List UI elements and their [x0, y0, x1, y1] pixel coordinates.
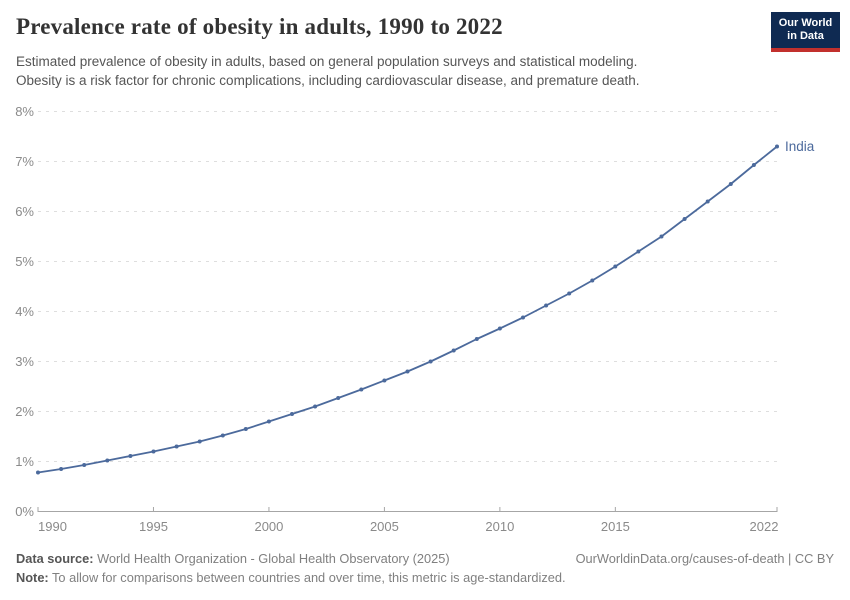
data-point-india-2000[interactable] — [266, 419, 271, 424]
data-point-india-1994[interactable] — [128, 454, 133, 458]
data-point-india-1996[interactable] — [174, 444, 179, 449]
data-point-india-1992[interactable] — [82, 463, 87, 467]
data-source-value: World Health Organization - Global Healt… — [93, 551, 450, 566]
chart-subtitle: Estimated prevalence of obesity in adult… — [16, 52, 640, 90]
x-tick-label-2015: 2015 — [601, 519, 630, 534]
data-point-india-1999[interactable] — [243, 427, 248, 431]
y-tick-label-7pct: 7% — [15, 154, 34, 169]
data-point-india-2004[interactable] — [359, 387, 364, 392]
y-tick-label-2pct: 2% — [15, 404, 34, 419]
y-tick-label-0pct: 0% — [15, 504, 34, 519]
data-source-label: Data source: — [16, 551, 94, 566]
x-tick-label-1995: 1995 — [139, 519, 168, 534]
data-point-india-1997[interactable] — [197, 439, 202, 444]
x-tick-label-2010: 2010 — [485, 519, 514, 534]
data-point-india-2015[interactable] — [613, 264, 618, 269]
data-source-text: Data source: World Health Organization -… — [16, 549, 450, 568]
data-point-india-2021[interactable] — [751, 163, 756, 167]
data-point-india-2012[interactable] — [544, 303, 549, 308]
data-point-india-2017[interactable] — [659, 234, 664, 239]
data-point-india-2016[interactable] — [636, 249, 641, 254]
data-point-india-1995[interactable] — [151, 449, 156, 454]
x-tick-label-2022: 2022 — [750, 519, 779, 534]
note-value: To allow for comparisons between countri… — [48, 570, 566, 585]
footer-row-datasource: Data source: World Health Organization -… — [16, 549, 834, 568]
data-point-india-2022[interactable] — [775, 144, 779, 149]
x-tick-label-2000: 2000 — [254, 519, 283, 534]
y-tick-label-8pct: 8% — [15, 104, 34, 119]
series-line-india[interactable] — [37, 145, 778, 474]
data-point-india-2019[interactable] — [705, 199, 710, 204]
data-point-india-2006[interactable] — [405, 369, 410, 374]
chart-footer: Data source: World Health Organization -… — [16, 549, 834, 587]
page-title: Prevalence rate of obesity in adults, 19… — [16, 14, 503, 39]
data-point-india-2002[interactable] — [313, 404, 318, 409]
data-point-india-1990[interactable] — [36, 470, 40, 475]
data-point-india-1991[interactable] — [59, 467, 64, 471]
chart-subtitle-line1: Estimated prevalence of obesity in adult… — [16, 54, 638, 69]
x-tick-label-2005: 2005 — [370, 519, 399, 534]
line-chart[interactable]: 0% 1% 2% 3% 4% 5% 6% 7% 8% 1990 1995 2000 2005 2010 20… — [0, 0, 850, 545]
data-point-india-2008[interactable] — [451, 348, 456, 353]
y-tick-label-6pct: 6% — [15, 204, 34, 219]
data-point-india-2013[interactable] — [567, 291, 572, 296]
data-point-india-2011[interactable] — [521, 315, 525, 320]
data-point-india-1998[interactable] — [220, 433, 225, 438]
y-tick-label-3pct: 3% — [15, 354, 34, 369]
y-tick-label-5pct: 5% — [15, 254, 34, 269]
data-point-india-2010[interactable] — [497, 326, 502, 331]
data-point-india-2020[interactable] — [728, 182, 733, 186]
owid-logo-line2: in Data — [787, 30, 824, 42]
data-point-india-2018[interactable] — [682, 217, 687, 221]
footer-row-note: Note: To allow for comparisons between c… — [16, 568, 834, 587]
note-label: Note: — [16, 570, 49, 585]
owid-url-link[interactable]: OurWorldinData.org/causes-of-death | CC … — [575, 551, 834, 566]
owid-logo[interactable]: Our World in Data — [771, 12, 840, 52]
y-tick-label-1pct: 1% — [15, 454, 34, 469]
data-point-india-2005[interactable] — [382, 378, 387, 383]
series-label-india[interactable]: India — [785, 139, 815, 154]
x-tick-label-1990: 1990 — [38, 519, 67, 534]
data-point-india-2009[interactable] — [474, 337, 479, 341]
data-point-india-2001[interactable] — [290, 412, 294, 416]
data-point-india-1993[interactable] — [105, 458, 110, 463]
data-point-india-2014[interactable] — [590, 278, 595, 283]
chart-subtitle-line2: Obesity is a risk factor for chronic com… — [16, 73, 640, 88]
data-point-india-2007[interactable] — [428, 359, 433, 364]
data-point-india-2003[interactable] — [336, 396, 341, 400]
y-tick-label-4pct: 4% — [15, 304, 34, 319]
owid-logo-line1: Our World — [778, 17, 833, 29]
